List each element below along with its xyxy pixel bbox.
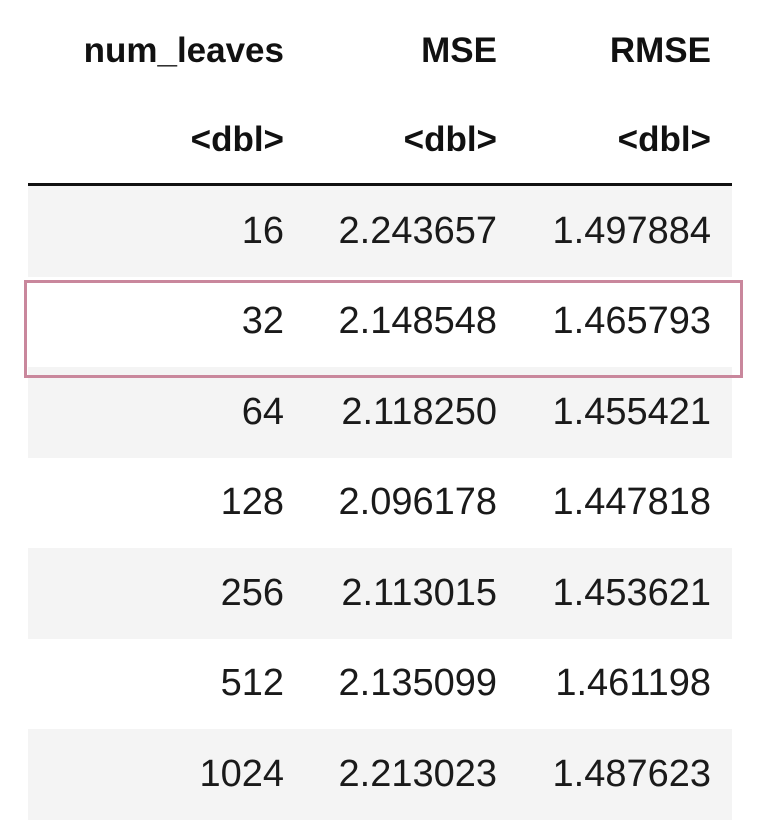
- cell-mse: 2.113015: [341, 571, 497, 614]
- table-row: 512 2.135099 1.461198: [28, 639, 732, 730]
- column-type-mse: <dbl>: [403, 119, 497, 159]
- table-row: 1024 2.213023 1.487623: [28, 729, 732, 820]
- cell-num-leaves: 16: [241, 209, 284, 252]
- column-header-rmse: RMSE: [609, 31, 711, 70]
- column-header-mse: MSE: [421, 31, 497, 70]
- cell-mse: 2.148548: [338, 300, 498, 343]
- cell-num-leaves: 512: [220, 662, 284, 705]
- header-row: num_leaves MSE RMSE: [28, 0, 732, 96]
- cell-num-leaves: 128: [220, 481, 284, 524]
- cell-rmse: 1.465793: [552, 300, 712, 343]
- cell-rmse: 1.497884: [552, 209, 712, 252]
- column-type-rmse: <dbl>: [617, 119, 711, 159]
- cell-mse: 2.118250: [341, 390, 497, 433]
- cell-mse: 2.243657: [338, 209, 498, 252]
- cell-rmse: 1.461198: [555, 662, 711, 705]
- column-header-num-leaves: num_leaves: [83, 31, 284, 70]
- table-row: 256 2.113015 1.453621: [28, 548, 732, 639]
- cell-num-leaves: 32: [241, 300, 284, 343]
- cell-rmse: 1.455421: [552, 390, 712, 433]
- results-table: num_leaves MSE RMSE <dbl> <dbl> <dbl> 16…: [28, 0, 732, 820]
- table-row: 16 2.243657 1.497884: [28, 186, 732, 277]
- cell-rmse: 1.447818: [552, 481, 712, 524]
- table-row: 128 2.096178 1.447818: [28, 458, 732, 549]
- cell-mse: 2.096178: [338, 481, 498, 524]
- cell-num-leaves: 256: [220, 571, 284, 614]
- type-row: <dbl> <dbl> <dbl>: [28, 96, 732, 186]
- cell-mse: 2.213023: [338, 752, 498, 795]
- cell-rmse: 1.487623: [552, 752, 712, 795]
- cell-num-leaves: 1024: [199, 752, 284, 795]
- cell-rmse: 1.453621: [552, 571, 712, 614]
- cell-mse: 2.135099: [338, 662, 498, 705]
- table-row: 64 2.118250 1.455421: [28, 367, 732, 458]
- column-type-num-leaves: <dbl>: [190, 119, 284, 159]
- cell-num-leaves: 64: [241, 390, 284, 433]
- table-row: 32 2.148548 1.465793: [28, 277, 732, 368]
